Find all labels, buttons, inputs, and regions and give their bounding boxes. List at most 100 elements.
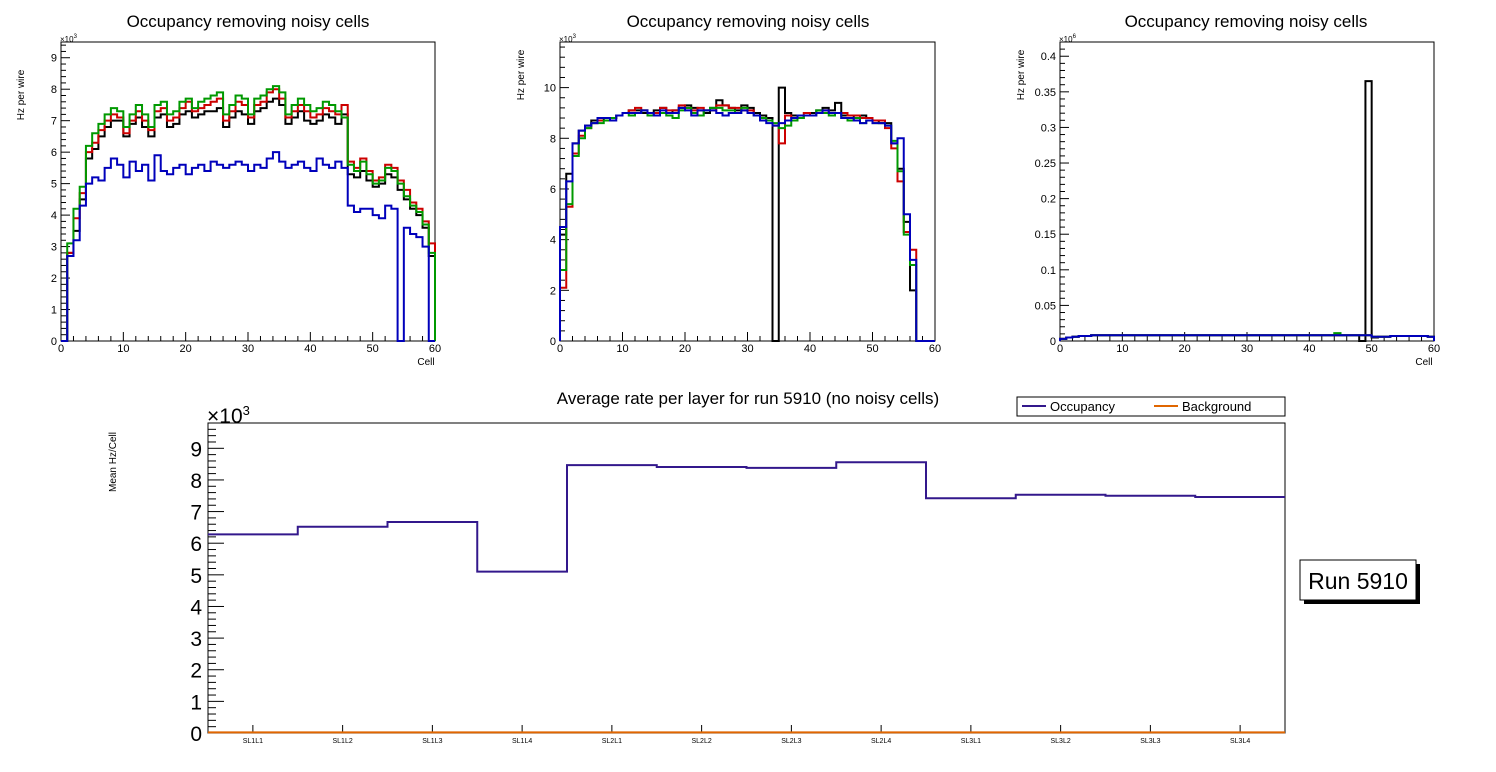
x-category-label: SL1L4 — [512, 738, 532, 745]
y-tick-label: 6 — [51, 147, 57, 159]
panel-3-frame — [1059, 41, 1435, 342]
y-tick-label: 3 — [51, 242, 57, 254]
panel-2-multiplier: ×103 — [559, 34, 577, 44]
y-tick-label: 1 — [51, 305, 57, 317]
x-category-label: SL3L3 — [1140, 738, 1160, 745]
x-category-label: SL2L1 — [602, 738, 622, 745]
y-tick-label: 8 — [190, 470, 202, 493]
x-tick-label: 0 — [1057, 343, 1063, 355]
panel-2-title: Occupancy removing noisy cells — [627, 12, 870, 31]
x-tick-label: 60 — [1428, 343, 1440, 355]
bottom-multiplier: ×103 — [207, 403, 250, 428]
x-tick-label: 50 — [866, 343, 878, 355]
series-green — [61, 85, 436, 342]
x-tick-label: 30 — [242, 343, 254, 355]
x-tick-label: 40 — [1303, 343, 1315, 355]
bottom-title: Average rate per layer for run 5910 (no … — [557, 389, 939, 408]
y-tick-label: 8 — [51, 84, 57, 96]
legend-box — [1016, 396, 1286, 417]
y-tick-label: 0 — [550, 336, 556, 348]
panel-3-title: Occupancy removing noisy cells — [1125, 12, 1368, 31]
x-tick-label: 20 — [679, 343, 691, 355]
panel-1-ylabel: Hz per wire — [16, 69, 27, 120]
series-blue — [1059, 334, 1435, 341]
x-tick-label: 40 — [304, 343, 316, 355]
series-blue — [559, 106, 935, 342]
panel-1-multiplier: ×103 — [60, 34, 78, 44]
y-tick-label: 6 — [190, 533, 202, 556]
y-tick-label: 2 — [190, 660, 202, 683]
series-black — [61, 97, 436, 342]
panel-1-xlabel: Cell — [417, 357, 434, 368]
y-tick-label: 5 — [51, 179, 57, 191]
x-category-label: SL2L4 — [871, 738, 891, 745]
y-tick-label: 4 — [550, 235, 556, 247]
y-tick-label: 0.35 — [1035, 87, 1056, 99]
x-tick-label: 20 — [180, 343, 192, 355]
y-tick-label: 0.4 — [1041, 51, 1056, 63]
y-tick-label: 1 — [190, 691, 202, 714]
x-tick-label: 0 — [557, 343, 563, 355]
x-category-label: SL3L2 — [1051, 738, 1071, 745]
bottom-frame — [207, 422, 1286, 734]
x-tick-label: 50 — [367, 343, 379, 355]
x-category-label: SL1L2 — [333, 738, 353, 745]
x-category-label: SL3L4 — [1230, 738, 1250, 745]
x-category-label: SL1L3 — [422, 738, 442, 745]
panel-2-frame — [559, 41, 936, 342]
panel-1-title: Occupancy removing noisy cells — [127, 12, 370, 31]
x-category-label: SL3L1 — [961, 738, 981, 745]
panel-2-ylabel: Hz per wire — [516, 49, 527, 100]
y-tick-label: 7 — [51, 116, 57, 128]
y-tick-label: 0 — [190, 723, 202, 746]
legend-occupancy-label: Occupancy — [1050, 399, 1116, 414]
x-tick-label: 50 — [1366, 343, 1378, 355]
y-tick-label: 4 — [51, 210, 57, 222]
y-tick-label: 0.1 — [1041, 265, 1056, 277]
x-category-label: SL1L1 — [243, 738, 263, 745]
x-tick-label: 10 — [616, 343, 628, 355]
legend-background-label: Background — [1182, 399, 1251, 414]
x-tick-label: 60 — [929, 343, 941, 355]
x-tick-label: 60 — [429, 343, 441, 355]
y-tick-label: 4 — [190, 596, 202, 619]
panel-1: Occupancy removing noisy cells Hz per wi… — [16, 12, 441, 368]
y-tick-label: 0.25 — [1035, 158, 1056, 170]
y-tick-label: 3 — [190, 628, 202, 651]
x-tick-label: 20 — [1179, 343, 1191, 355]
y-tick-label: 6 — [550, 184, 556, 196]
y-tick-label: 9 — [51, 53, 57, 65]
run-label-text: Run 5910 — [1308, 568, 1408, 594]
y-tick-label: 0 — [1050, 336, 1056, 348]
bottom-ylabel: Mean Hz/Cell — [108, 432, 119, 492]
panel-2: Occupancy removing noisy cells Hz per wi… — [516, 12, 941, 355]
y-tick-label: 5 — [190, 565, 202, 588]
panel-3-multiplier: ×106 — [1059, 34, 1077, 44]
series-black — [1059, 80, 1435, 342]
series-red — [559, 104, 935, 342]
y-tick-label: 10 — [544, 83, 556, 95]
series-blue — [61, 151, 435, 342]
y-tick-label: 2 — [51, 273, 57, 285]
x-tick-label: 40 — [804, 343, 816, 355]
panel-1-frame — [60, 41, 436, 342]
x-category-label: SL2L2 — [692, 738, 712, 745]
panel-3-ylabel: Hz per wire — [1016, 49, 1027, 100]
series-green — [559, 106, 935, 342]
series-black — [559, 86, 935, 342]
x-tick-label: 30 — [1241, 343, 1253, 355]
x-tick-label: 0 — [58, 343, 64, 355]
panel-3: Occupancy removing noisy cells Hz per wi… — [1016, 12, 1440, 368]
y-tick-label: 0.3 — [1041, 122, 1056, 134]
y-tick-label: 0.05 — [1035, 300, 1056, 312]
panel-3-xlabel: Cell — [1415, 357, 1432, 368]
y-tick-label: 9 — [190, 438, 202, 461]
panel-bottom: Average rate per layer for run 5910 (no … — [108, 389, 1420, 746]
x-tick-label: 10 — [1116, 343, 1128, 355]
y-tick-label: 2 — [550, 285, 556, 297]
series-occupancy — [208, 461, 1285, 573]
y-tick-label: 8 — [550, 133, 556, 145]
x-tick-label: 30 — [741, 343, 753, 355]
y-tick-label: 0 — [51, 336, 57, 348]
